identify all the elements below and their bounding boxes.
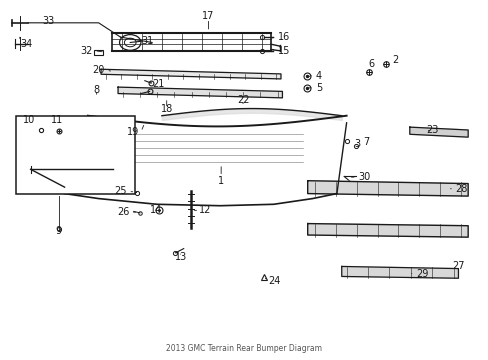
- Text: 24: 24: [268, 276, 280, 286]
- Text: 22: 22: [236, 95, 249, 105]
- Text: 29: 29: [415, 269, 427, 279]
- Text: 13: 13: [175, 252, 187, 262]
- Bar: [16, 116, 135, 194]
- Text: 33: 33: [42, 16, 55, 26]
- Polygon shape: [101, 69, 281, 79]
- Text: 11: 11: [51, 115, 63, 125]
- Text: 21: 21: [152, 78, 164, 89]
- Text: 5: 5: [315, 83, 322, 93]
- Text: 4: 4: [315, 71, 322, 81]
- Text: 3: 3: [354, 139, 360, 149]
- Text: 27: 27: [451, 261, 464, 271]
- Text: 23: 23: [426, 125, 438, 135]
- Text: 25: 25: [114, 186, 126, 197]
- Text: 15: 15: [278, 46, 290, 56]
- Text: 18: 18: [160, 104, 172, 113]
- Text: 8: 8: [93, 85, 100, 95]
- Text: 28: 28: [455, 184, 467, 194]
- Polygon shape: [307, 224, 467, 237]
- Text: 1: 1: [218, 176, 224, 186]
- Text: 30: 30: [358, 172, 370, 182]
- Text: 12: 12: [199, 205, 211, 215]
- Text: 9: 9: [56, 226, 61, 236]
- Bar: [94, 50, 103, 55]
- Polygon shape: [307, 181, 467, 196]
- Text: 34: 34: [20, 39, 32, 49]
- Polygon shape: [341, 266, 458, 278]
- Text: 31: 31: [141, 36, 153, 46]
- Text: 26: 26: [117, 207, 129, 217]
- Text: 19: 19: [127, 127, 139, 137]
- Text: 7: 7: [363, 137, 369, 147]
- Polygon shape: [409, 127, 467, 137]
- Text: 16: 16: [278, 32, 290, 42]
- Text: 10: 10: [23, 115, 35, 125]
- Polygon shape: [118, 87, 282, 98]
- Text: 2: 2: [391, 55, 397, 65]
- Text: 17: 17: [202, 11, 214, 21]
- Text: 6: 6: [368, 59, 374, 68]
- Text: 2013 GMC Terrain Rear Bumper Diagram: 2013 GMC Terrain Rear Bumper Diagram: [166, 344, 322, 353]
- Text: 20: 20: [92, 65, 105, 75]
- Text: 32: 32: [80, 46, 93, 56]
- Text: 14: 14: [149, 205, 162, 215]
